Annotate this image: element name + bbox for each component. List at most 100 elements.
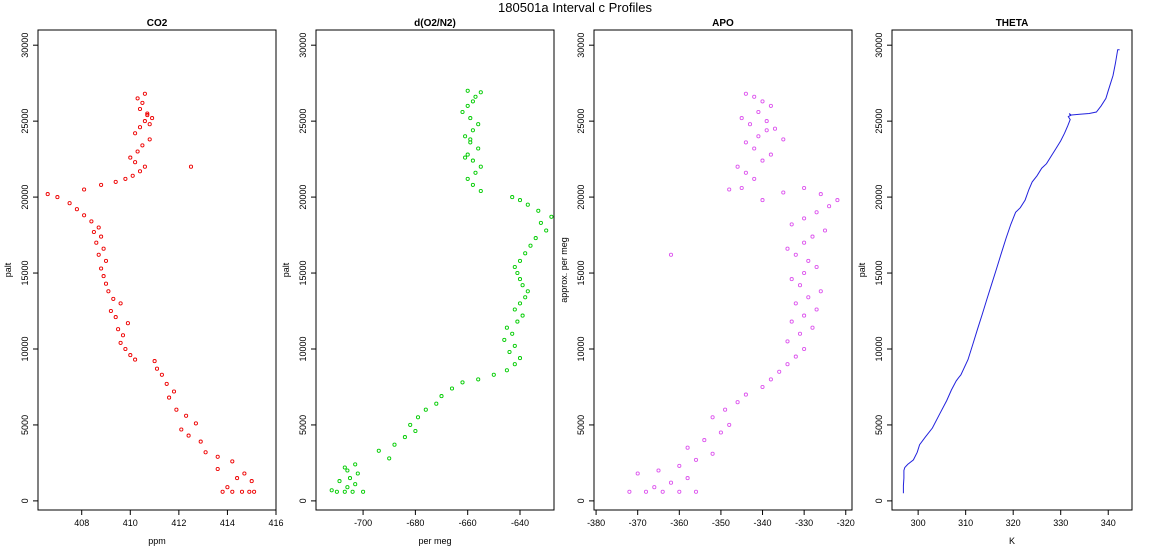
chart-d-o2-n2-point: [528, 243, 533, 248]
chart-theta-ytick-label: 0: [874, 498, 884, 503]
chart-d-o2-n2-point: [345, 468, 350, 473]
chart-apo-point: [743, 140, 748, 145]
chart-apo-point: [735, 400, 740, 405]
chart-co2-point: [184, 413, 189, 418]
chart-co2-point: [140, 100, 145, 105]
chart-co2-point: [140, 143, 145, 148]
chart-co2-point: [108, 308, 113, 314]
chart-theta-ytick-label: 5000: [874, 415, 884, 435]
chart-co2-point: [230, 489, 235, 494]
figure-title: 180501a Interval c Profiles: [498, 0, 652, 15]
chart-d-o2-n2-point: [517, 258, 523, 263]
chart-apo-xtick-label: -360: [670, 518, 688, 528]
chart-d-o2-n2-ytick-label: 30000: [298, 33, 308, 58]
chart-co2-point: [103, 281, 109, 286]
chart-theta-ytick-label: 30000: [874, 33, 884, 58]
chart-co2-point: [113, 179, 118, 184]
chart-co2-ytick-label: 30000: [20, 33, 30, 58]
chart-co2-point: [101, 274, 106, 279]
chart-apo-point: [806, 258, 811, 263]
chart-d-o2-n2-point: [415, 415, 421, 420]
chart-apo-point: [802, 216, 807, 221]
chart-co2-point: [198, 439, 203, 444]
chart-co2-point: [142, 164, 147, 169]
chart-apo-point: [793, 301, 798, 306]
chart-apo-point: [756, 109, 761, 115]
chart-d-o2-n2-point: [517, 356, 523, 361]
chart-d-o2-n2-point: [491, 372, 496, 377]
chart-co2-point: [235, 476, 240, 481]
chart-co2-ylabel: palt: [3, 262, 13, 277]
chart-apo-point: [739, 116, 744, 121]
chart-apo-ytick-label: 30000: [576, 33, 586, 58]
chart-co2-point: [118, 340, 123, 345]
chart-co2-point: [142, 119, 147, 124]
chart-apo-point: [627, 489, 632, 494]
chart-apo-point: [764, 128, 769, 133]
chart-apo-point: [727, 422, 732, 427]
chart-d-o2-n2-point: [413, 428, 418, 434]
chart-co2-point: [154, 366, 160, 371]
chart-d-o2-n2-point: [350, 489, 355, 494]
chart-apo-point: [735, 164, 740, 169]
chart-co2-point: [137, 106, 143, 112]
chart-d-o2-n2-xtick-label: -640: [511, 518, 529, 528]
chart-apo-point: [652, 485, 657, 490]
chart-co2-point: [106, 289, 111, 294]
chart-co2-point: [111, 296, 116, 301]
chart-apo-point: [752, 94, 757, 99]
chart-apo-point: [677, 463, 682, 468]
chart-co2-xlabel: ppm: [148, 536, 166, 546]
chart-d-o2-n2-point: [460, 109, 465, 115]
chart-d-o2-n2-point: [468, 137, 473, 142]
chart-theta-xtick-label: 330: [1053, 518, 1068, 528]
chart-apo-point: [743, 392, 748, 397]
chart-d-o2-n2-point: [476, 377, 481, 382]
chart-co2-point: [113, 315, 118, 320]
chart-apo-point: [768, 377, 773, 382]
chart-d-o2-n2-point: [478, 90, 483, 95]
chart-d-o2-n2-point: [463, 134, 468, 139]
chart-co2-point: [164, 381, 169, 386]
chart-d-o2-n2-point: [355, 471, 360, 476]
chart-co2-point: [82, 213, 87, 218]
chart-d-o2-n2-point: [504, 368, 509, 373]
chart-theta-ytick-label: 20000: [874, 185, 884, 210]
chart-d-o2-n2-ytick-label: 20000: [298, 185, 308, 210]
chart-apo-point: [785, 246, 790, 251]
chart-co2-point: [130, 173, 135, 178]
chart-apo-ytick-label: 20000: [576, 185, 586, 210]
chart-co2-point: [239, 489, 245, 494]
chart-d-o2-n2-point: [392, 442, 397, 447]
chart-d-o2-n2-point: [533, 236, 538, 241]
chart-co2-point: [99, 182, 104, 187]
chart-d-o2-n2-point: [476, 122, 481, 127]
chart-co2-point: [215, 454, 220, 459]
chart-d-o2-n2-point: [402, 435, 407, 440]
chart-apo-point: [768, 103, 773, 108]
chart-d-o2-n2-point: [536, 208, 541, 213]
chart-d-o2-n2-point: [361, 489, 366, 494]
chart-d-o2-n2-point: [434, 401, 439, 406]
chart-co2-point: [128, 155, 133, 160]
chart-apo-point: [656, 468, 661, 473]
chart-d-o2-n2-point: [463, 155, 468, 160]
chart-co2-point: [188, 164, 194, 169]
chart-d-o2-n2-point: [512, 307, 517, 312]
chart-apo-point: [668, 480, 674, 485]
chart-apo-point: [772, 126, 778, 131]
chart-apo-point: [756, 134, 761, 139]
chart-co2-point: [186, 433, 191, 438]
chart-theta-xtick-label: 320: [1006, 518, 1021, 528]
chart-co2-point: [137, 125, 143, 130]
chart-theta-plot-frame: [891, 29, 1133, 511]
chart-co2-ytick-label: 10000: [20, 336, 30, 361]
chart-co2-point: [123, 176, 128, 181]
chart-co2-point: [133, 160, 138, 165]
chart-co2-point: [215, 466, 220, 472]
chart-d-o2-n2-point: [517, 301, 523, 306]
chart-co2-xtick-label: 414: [220, 518, 235, 528]
chart-d-o2-n2-point: [465, 176, 470, 181]
chart-d-o2-n2-point: [439, 394, 444, 399]
